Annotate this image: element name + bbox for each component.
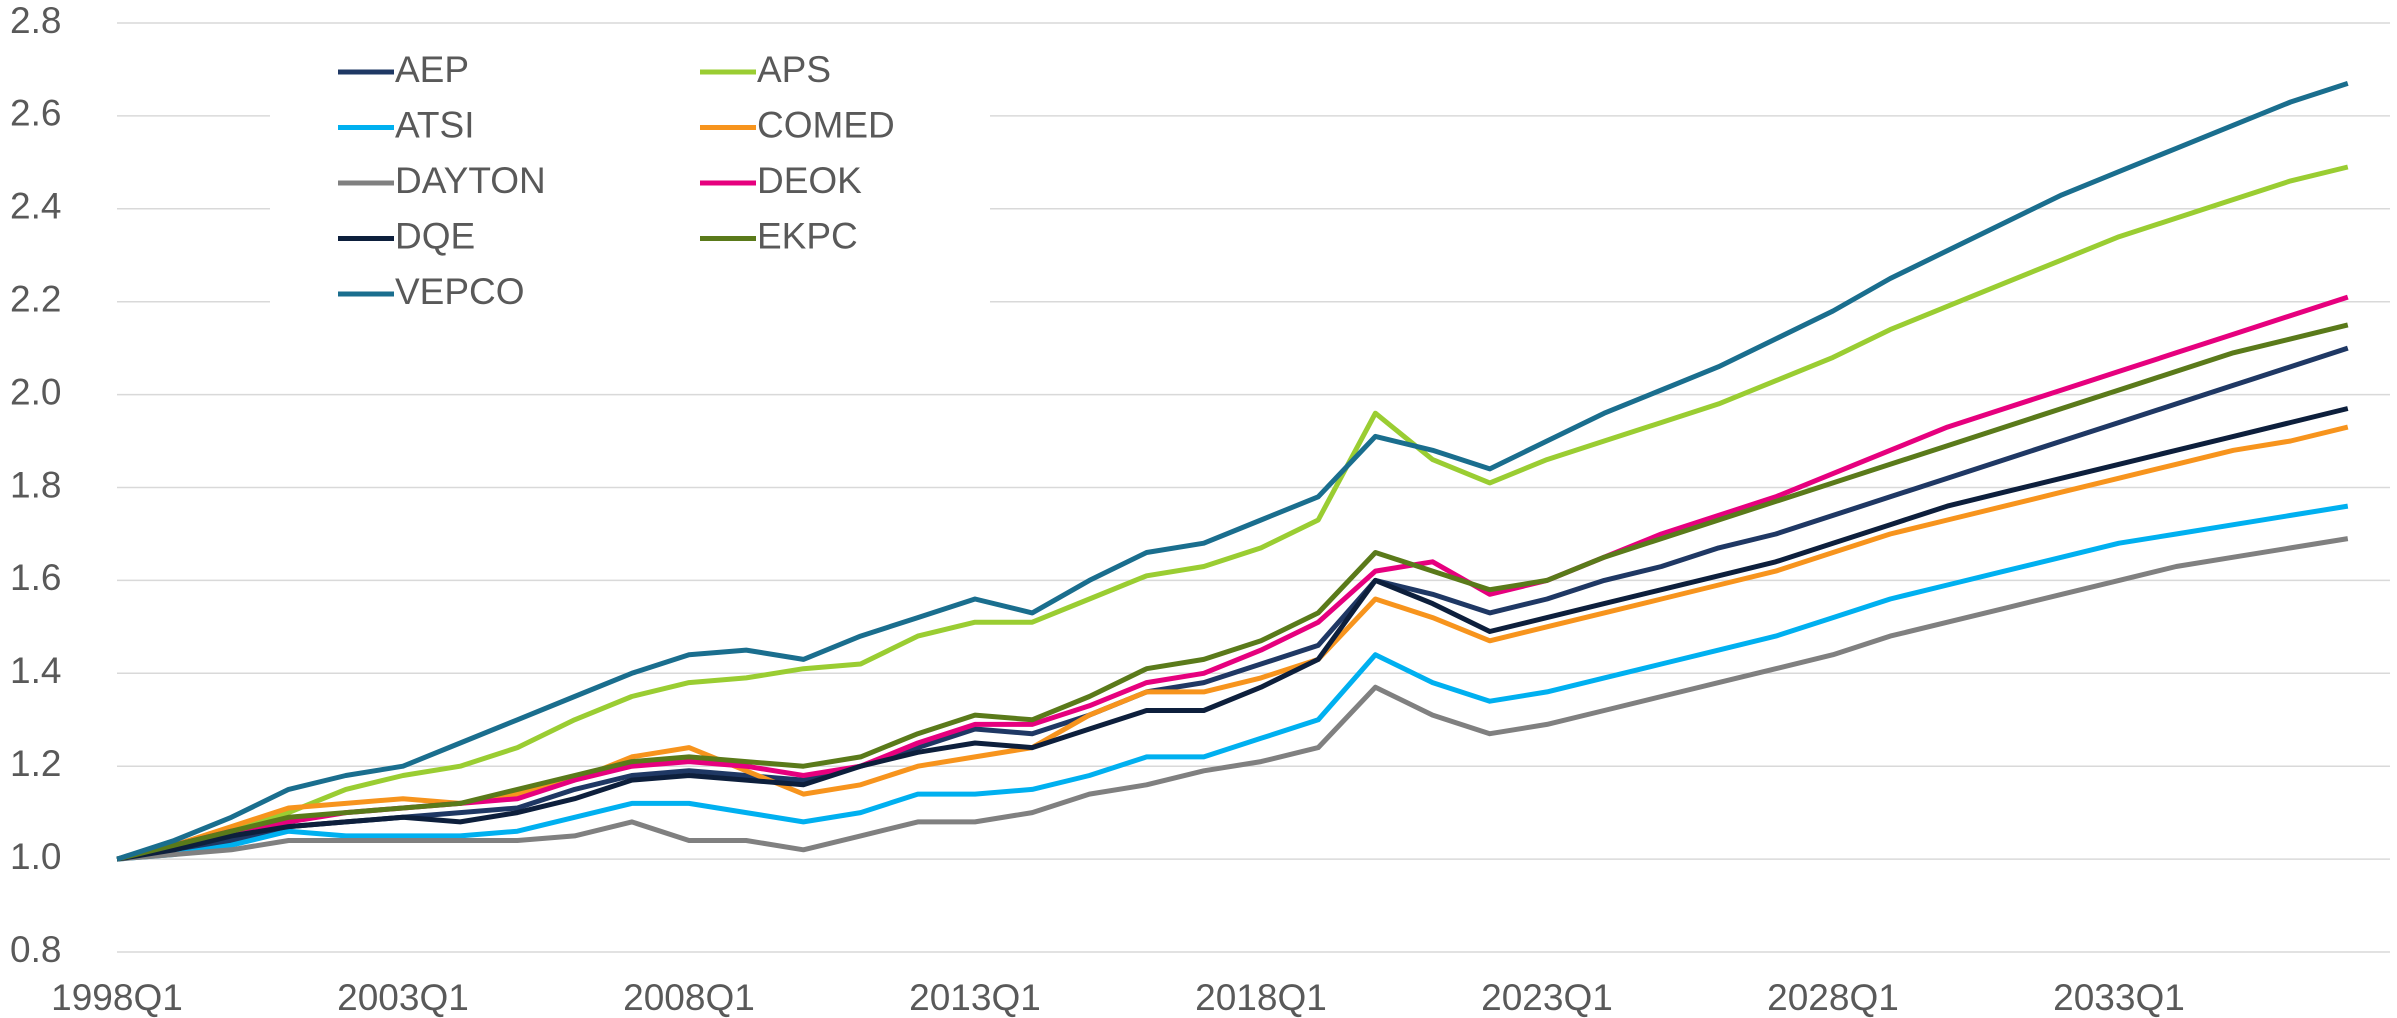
x-tick-label: 2018Q1 bbox=[1195, 977, 1327, 1018]
legend-label: DEOK bbox=[757, 160, 862, 201]
x-tick-label: 2028Q1 bbox=[1767, 977, 1899, 1018]
x-tick-label: 1998Q1 bbox=[51, 977, 183, 1018]
x-tick-label: 2023Q1 bbox=[1481, 977, 1613, 1018]
legend-label: VEPCO bbox=[395, 271, 525, 312]
y-tick-label: 2.2 bbox=[10, 278, 61, 319]
legend-label: APS bbox=[757, 49, 831, 90]
series-line bbox=[117, 409, 2348, 860]
chart: 0.8 1.0 1.2 1.4 1.6 1.8 2.0 2.2 2.4 2.6 2.8 1998Q1 2… bbox=[0, 0, 2397, 1018]
y-tick-label: 1.6 bbox=[10, 557, 61, 598]
legend-label: ATSI bbox=[395, 104, 475, 145]
y-tick-label: 2.8 bbox=[10, 0, 61, 41]
legend-label: DAYTON bbox=[395, 160, 546, 201]
y-tick-label: 0.8 bbox=[10, 929, 61, 970]
x-tick-label: 2008Q1 bbox=[623, 977, 755, 1018]
series-line bbox=[117, 297, 2348, 859]
y-tick-label: 2.4 bbox=[10, 186, 61, 227]
legend-label: AEP bbox=[395, 49, 469, 90]
y-tick-label: 1.0 bbox=[10, 836, 61, 877]
y-tick-label: 2.6 bbox=[10, 93, 61, 134]
y-tick-label: 1.4 bbox=[10, 650, 61, 691]
x-tick-label: 2013Q1 bbox=[909, 977, 1041, 1018]
legend-label: COMED bbox=[757, 104, 895, 145]
y-tick-label: 1.2 bbox=[10, 743, 61, 784]
y-tick-label: 1.8 bbox=[10, 464, 61, 505]
y-tick-label: 2.0 bbox=[10, 371, 61, 412]
legend-label: EKPC bbox=[757, 215, 858, 256]
legend-label: DQE bbox=[395, 215, 475, 256]
x-tick-label: 2003Q1 bbox=[337, 977, 469, 1018]
x-tick-label: 2033Q1 bbox=[2053, 977, 2185, 1018]
